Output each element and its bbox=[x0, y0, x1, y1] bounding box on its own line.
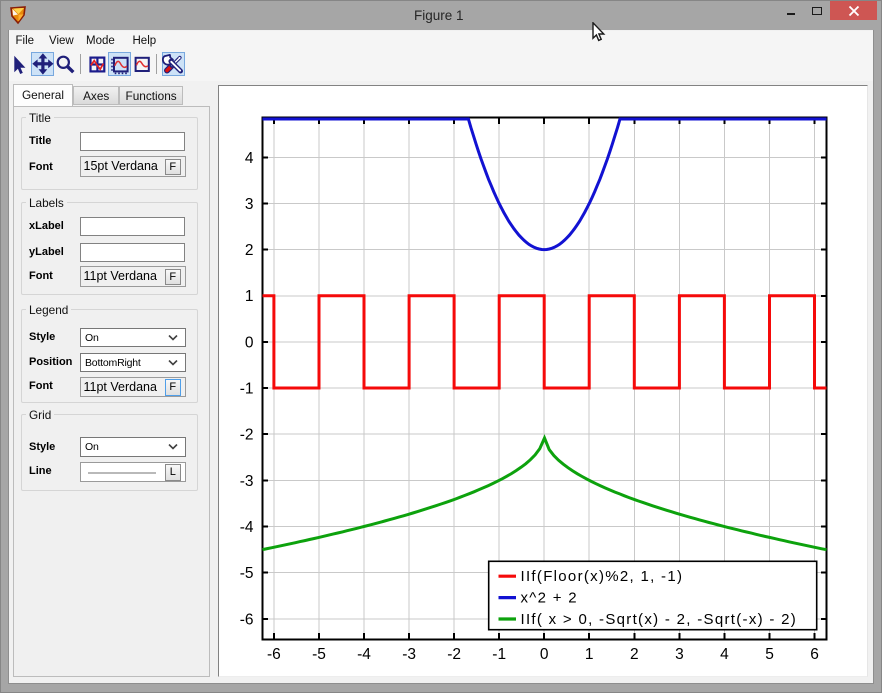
svg-text:1: 1 bbox=[585, 646, 594, 663]
svg-text:1: 1 bbox=[245, 288, 254, 305]
svg-text:3: 3 bbox=[675, 646, 684, 663]
svg-text:-2: -2 bbox=[447, 646, 461, 663]
svg-text:0: 0 bbox=[245, 334, 254, 351]
svg-text:IIf( x > 0, -Sqrt(x) - 2, -Sqr: IIf( x > 0, -Sqrt(x) - 2, -Sqrt(-x) - 2) bbox=[521, 611, 798, 628]
svg-text:-6: -6 bbox=[267, 646, 281, 663]
svg-text:x^2 + 2: x^2 + 2 bbox=[521, 590, 578, 607]
svg-text:-2: -2 bbox=[240, 427, 254, 444]
svg-text:-6: -6 bbox=[240, 611, 254, 628]
svg-text:6: 6 bbox=[810, 646, 819, 663]
svg-text:-3: -3 bbox=[240, 473, 254, 490]
svg-text:-1: -1 bbox=[240, 381, 254, 398]
svg-text:-3: -3 bbox=[402, 646, 416, 663]
svg-text:4: 4 bbox=[245, 150, 254, 167]
svg-text:-4: -4 bbox=[240, 519, 254, 536]
svg-text:-5: -5 bbox=[312, 646, 326, 663]
svg-text:-1: -1 bbox=[492, 646, 506, 663]
svg-text:-4: -4 bbox=[357, 646, 371, 663]
svg-text:3: 3 bbox=[245, 196, 254, 213]
svg-text:5: 5 bbox=[765, 646, 774, 663]
svg-text:-5: -5 bbox=[240, 565, 254, 582]
svg-text:2: 2 bbox=[630, 646, 639, 663]
svg-text:IIf(Floor(x)%2, 1, -1): IIf(Floor(x)%2, 1, -1) bbox=[521, 568, 684, 585]
svg-text:2: 2 bbox=[245, 242, 254, 259]
svg-text:4: 4 bbox=[720, 646, 729, 663]
svg-text:0: 0 bbox=[540, 646, 549, 663]
